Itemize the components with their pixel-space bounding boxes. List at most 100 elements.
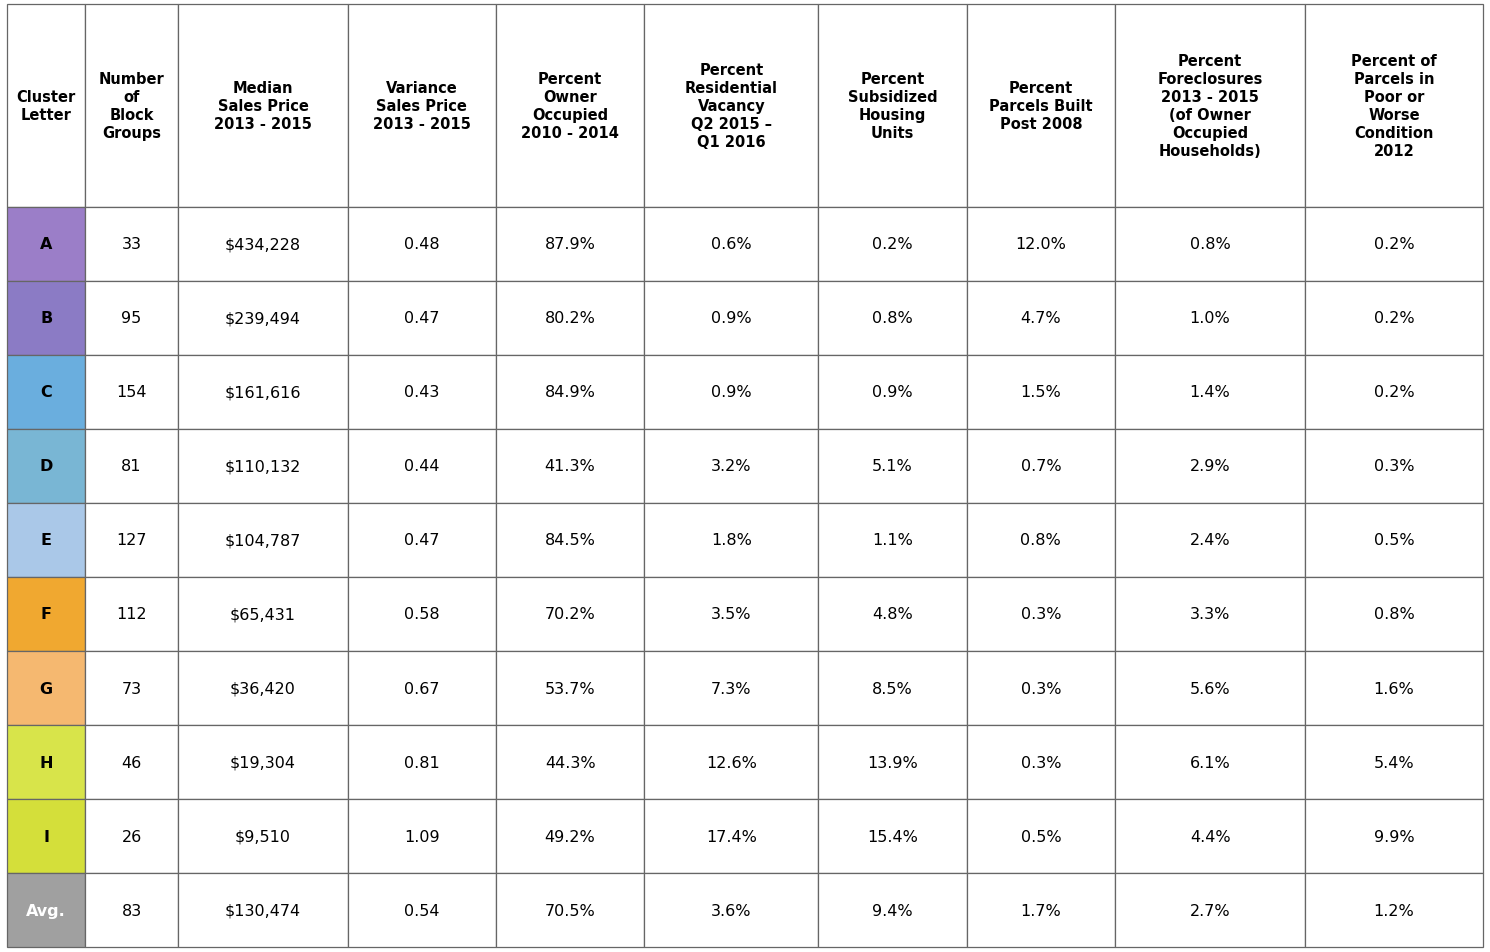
Text: 53.7%: 53.7%	[545, 681, 596, 696]
Bar	[1305, 577, 1483, 651]
Text: 3.3%: 3.3%	[1191, 606, 1231, 622]
Text: 2.9%: 2.9%	[1191, 459, 1231, 474]
Bar	[1305, 800, 1483, 873]
Bar	[1115, 651, 1305, 725]
Text: 0.81: 0.81	[404, 755, 440, 770]
Bar	[347, 429, 496, 504]
Bar	[644, 873, 818, 947]
Text: H: H	[39, 755, 52, 770]
Text: F: F	[40, 606, 52, 622]
Bar	[347, 208, 496, 282]
Bar	[967, 429, 1115, 504]
Bar	[7, 429, 85, 504]
Text: 83: 83	[122, 902, 142, 918]
Bar	[1115, 725, 1305, 800]
Bar	[347, 725, 496, 800]
Bar	[7, 355, 85, 429]
Text: Percent
Residential
Vacancy
Q2 2015 –
Q1 2016: Percent Residential Vacancy Q2 2015 – Q1…	[685, 63, 778, 149]
Text: 1.4%: 1.4%	[1189, 385, 1231, 400]
Text: Median
Sales Price
2013 - 2015: Median Sales Price 2013 - 2015	[215, 81, 311, 131]
Text: Avg.: Avg.	[27, 902, 66, 918]
Bar	[967, 725, 1115, 800]
Bar	[1305, 5, 1483, 208]
Bar	[179, 725, 347, 800]
Bar	[347, 504, 496, 577]
Text: 7.3%: 7.3%	[711, 681, 751, 696]
Bar	[644, 208, 818, 282]
Text: 2.4%: 2.4%	[1191, 533, 1231, 547]
Text: 0.5%: 0.5%	[1374, 533, 1414, 547]
Text: 0.8%: 0.8%	[1021, 533, 1061, 547]
Bar	[347, 282, 496, 355]
Bar	[1305, 429, 1483, 504]
Text: 0.5%: 0.5%	[1021, 829, 1061, 843]
Text: 112: 112	[116, 606, 148, 622]
Bar	[85, 504, 179, 577]
Text: B: B	[40, 311, 52, 326]
Text: 0.47: 0.47	[404, 311, 440, 326]
Bar	[85, 873, 179, 947]
Text: 154: 154	[116, 385, 148, 400]
Text: 0.3%: 0.3%	[1021, 606, 1061, 622]
Text: 4.4%: 4.4%	[1191, 829, 1231, 843]
Bar	[1305, 651, 1483, 725]
Text: Percent
Parcels Built
Post 2008: Percent Parcels Built Post 2008	[989, 81, 1092, 131]
Text: 9.9%: 9.9%	[1374, 829, 1414, 843]
Text: D: D	[39, 459, 52, 474]
Bar	[644, 5, 818, 208]
Bar	[1305, 208, 1483, 282]
Bar	[85, 5, 179, 208]
Bar	[496, 208, 644, 282]
Bar	[818, 800, 967, 873]
Text: 70.5%: 70.5%	[545, 902, 596, 918]
Text: $65,431: $65,431	[229, 606, 297, 622]
Text: 95: 95	[122, 311, 142, 326]
Text: 17.4%: 17.4%	[706, 829, 757, 843]
Text: 0.2%: 0.2%	[1374, 311, 1414, 326]
Text: $19,304: $19,304	[229, 755, 297, 770]
Text: 0.3%: 0.3%	[1021, 755, 1061, 770]
Bar	[85, 282, 179, 355]
Text: 1.0%: 1.0%	[1189, 311, 1231, 326]
Bar	[967, 5, 1115, 208]
Bar	[818, 577, 967, 651]
Bar	[496, 282, 644, 355]
Bar	[967, 800, 1115, 873]
Text: Variance
Sales Price
2013 - 2015: Variance Sales Price 2013 - 2015	[372, 81, 471, 131]
Bar	[85, 429, 179, 504]
Bar	[496, 5, 644, 208]
Text: I: I	[43, 829, 49, 843]
Bar	[818, 725, 967, 800]
Text: 41.3%: 41.3%	[545, 459, 596, 474]
Text: 70.2%: 70.2%	[545, 606, 596, 622]
Bar	[347, 355, 496, 429]
Bar	[818, 5, 967, 208]
Text: E: E	[40, 533, 52, 547]
Bar	[1115, 355, 1305, 429]
Bar	[85, 208, 179, 282]
Bar	[644, 504, 818, 577]
Text: 0.58: 0.58	[404, 606, 440, 622]
Bar	[818, 282, 967, 355]
Text: 46: 46	[122, 755, 142, 770]
Bar	[644, 355, 818, 429]
Text: 80.2%: 80.2%	[545, 311, 596, 326]
Bar	[496, 873, 644, 947]
Bar	[179, 651, 347, 725]
Text: 0.48: 0.48	[404, 237, 440, 252]
Text: 4.7%: 4.7%	[1021, 311, 1061, 326]
Bar	[1305, 282, 1483, 355]
Text: 3.6%: 3.6%	[711, 902, 751, 918]
Text: $239,494: $239,494	[225, 311, 301, 326]
Text: 4.8%: 4.8%	[872, 606, 913, 622]
Bar	[967, 355, 1115, 429]
Text: Percent
Foreclosures
2013 - 2015
(of Owner
Occupied
Households): Percent Foreclosures 2013 - 2015 (of Own…	[1158, 53, 1264, 159]
Text: G: G	[40, 681, 52, 696]
Text: Cluster
Letter: Cluster Letter	[16, 89, 76, 123]
Bar	[7, 282, 85, 355]
Text: $161,616: $161,616	[225, 385, 301, 400]
Text: 33: 33	[122, 237, 142, 252]
Bar	[179, 5, 347, 208]
Text: 0.47: 0.47	[404, 533, 440, 547]
Text: 0.8%: 0.8%	[872, 311, 913, 326]
